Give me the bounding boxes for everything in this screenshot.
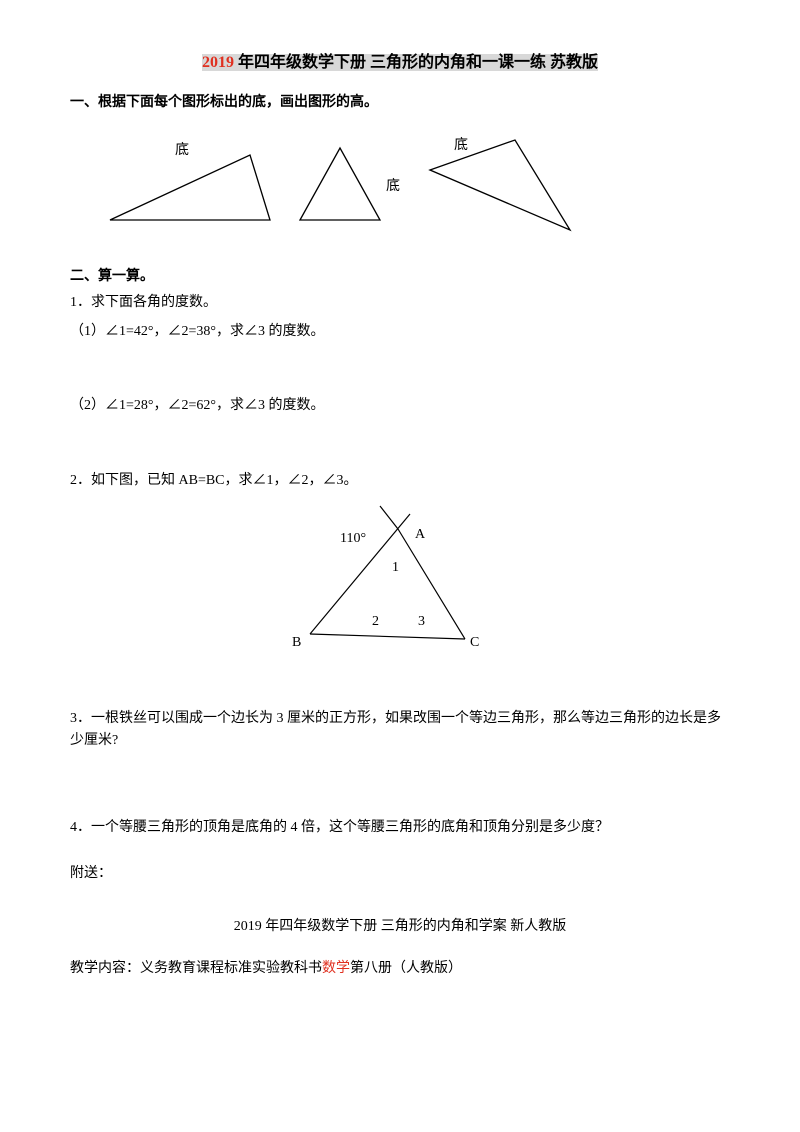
figure-2-svg [270, 504, 490, 649]
q4: 4．一个等腰三角形的顶角是底角的 4 倍，这个等腰三角形的底角和顶角分别是多少度… [70, 817, 730, 839]
fig2-3: 3 [418, 611, 425, 633]
attach-line1c: 第八册（人教版） [350, 961, 462, 976]
attach-line1a: 教学内容：义务教育课程标准实验教科书 [70, 961, 322, 976]
tri2-path [300, 148, 380, 220]
fig2-110: 110° [340, 528, 366, 550]
fig2-C: C [470, 632, 479, 654]
tri2-label: 底 [386, 176, 400, 198]
tri3-label: 底 [454, 135, 468, 157]
section-1-head: 一、根据下面每个图形标出的底，画出图形的高。 [70, 90, 730, 112]
attach-line1: 教学内容：义务教育课程标准实验教科书数学第八册（人教版） [70, 958, 730, 980]
tri3-path [430, 140, 570, 230]
fig2-A: A [415, 524, 425, 546]
figure-2: A B C 110° 1 2 3 [270, 504, 530, 654]
attach-line1b: 数学 [322, 961, 350, 976]
fig2-line-3 [380, 506, 398, 529]
triangle-2-svg [290, 140, 390, 230]
triangle-3-svg [420, 130, 580, 240]
q1b: （2）∠1=28°，∠2=62°，求∠3 的度数。 [70, 395, 730, 417]
section-2-head: 二、算一算。 [70, 264, 730, 286]
fig2-1: 1 [392, 557, 399, 579]
q1a: （1）∠1=42°，∠2=38°，求∠3 的度数。 [70, 321, 730, 343]
q1: 1．求下面各角的度数。 [70, 292, 730, 314]
q2: 2．如下图，已知 AB=BC，求∠1，∠2，∠3。 [70, 470, 730, 492]
tri1-label: 底 [175, 140, 189, 162]
triangle-1-svg [100, 140, 280, 230]
fig2-line-2 [398, 529, 465, 639]
tri1-path [110, 155, 270, 220]
triangle-1: 底 [100, 140, 280, 230]
triangles-row: 底 底 底 [100, 130, 730, 240]
fig2-B: B [292, 632, 301, 654]
attach-label: 附送： [70, 863, 730, 885]
triangle-2: 底 [290, 140, 410, 230]
fig2-line-0 [310, 634, 465, 639]
title-rest: 年四年级数学下册 三角形的内角和一课一练 苏教版 [234, 54, 598, 71]
attach-title: 2019 年四年级数学下册 三角形的内角和学案 新人教版 [70, 916, 730, 938]
title-year: 2019 [202, 54, 234, 71]
fig2-2: 2 [372, 611, 379, 633]
triangle-3: 底 [420, 130, 590, 240]
page-title: 2019 年四年级数学下册 三角形的内角和一课一练 苏教版 [70, 50, 730, 76]
q3: 3．一根铁丝可以围成一个边长为 3 厘米的正方形，如果改围一个等边三角形，那么等… [70, 708, 730, 753]
